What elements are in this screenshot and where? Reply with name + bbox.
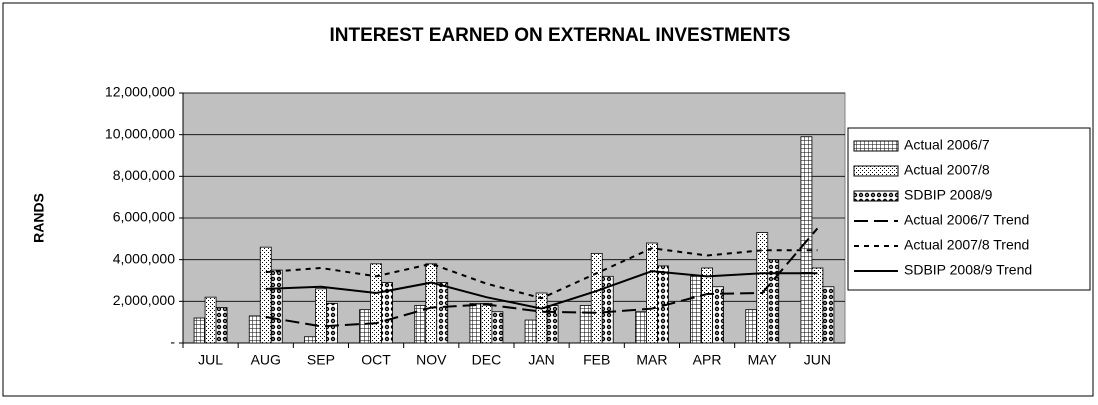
bar <box>315 288 327 344</box>
legend-label: Actual 2007/8 Trend <box>904 237 1029 253</box>
x-tick-label: JUL <box>198 352 223 368</box>
bar <box>480 303 493 344</box>
bar <box>359 309 371 344</box>
x-tick-label: DEC <box>472 352 502 368</box>
y-tick-label: 12,000,000 <box>105 84 175 100</box>
bar <box>601 275 614 344</box>
trend-line <box>265 270 818 310</box>
y-tick-label: 2,000,000 <box>113 292 175 308</box>
bar <box>524 319 537 344</box>
y-tick-label: 8,000,000 <box>113 167 175 183</box>
legend-swatch <box>853 190 899 202</box>
legend-label: Actual 2006/7 <box>904 137 990 153</box>
legend-swatch <box>853 165 899 177</box>
y-tick-label: 6,000,000 <box>113 209 175 225</box>
bar <box>436 282 449 344</box>
bar <box>381 282 393 344</box>
legend-label: Actual 2006/7 Trend <box>904 212 1029 228</box>
x-tick-label: MAY <box>748 352 778 368</box>
bar <box>701 267 713 344</box>
bar <box>425 263 438 344</box>
bar <box>326 303 338 344</box>
bar <box>646 242 658 344</box>
bar <box>259 246 272 344</box>
bar <box>590 253 603 344</box>
legend-label: SDBIP 2008/9 <box>904 187 993 203</box>
bar <box>248 315 261 344</box>
bar <box>822 286 835 344</box>
bar <box>469 303 482 344</box>
bar <box>712 286 724 344</box>
y-tick-label: - <box>170 334 175 350</box>
x-tick-label: JAN <box>528 352 554 368</box>
bar <box>811 267 824 344</box>
x-tick-label: APR <box>693 352 722 368</box>
bar <box>304 336 316 344</box>
bar <box>491 311 504 344</box>
bar <box>635 311 647 344</box>
x-tick-label: SEP <box>307 352 335 368</box>
legend-label: SDBIP 2008/9 Trend <box>904 262 1032 278</box>
bar <box>745 309 758 344</box>
bar <box>215 307 228 344</box>
x-tick-label: MAR <box>636 352 667 368</box>
y-axis-label: RANDS <box>31 193 47 243</box>
bar <box>690 275 702 344</box>
legend-label: Actual 2007/8 <box>904 162 990 178</box>
x-tick-label: NOV <box>416 352 447 368</box>
x-tick-label: FEB <box>583 352 610 368</box>
x-tick-label: AUG <box>251 352 281 368</box>
legend-swatch <box>853 140 899 152</box>
bar <box>270 269 283 344</box>
bar <box>767 259 780 344</box>
legend-box <box>847 127 1091 291</box>
trend-line <box>265 247 818 300</box>
bar <box>535 292 548 344</box>
bar <box>193 317 206 344</box>
y-tick-label: 10,000,000 <box>105 125 175 141</box>
x-tick-label: JUN <box>804 352 831 368</box>
y-tick-label: 4,000,000 <box>113 250 175 266</box>
bar <box>579 305 592 344</box>
chart-title: INTEREST EARNED ON EXTERNAL INVESTMENTS <box>330 25 791 46</box>
x-tick-label: OCT <box>361 352 391 368</box>
trend-line <box>265 227 819 328</box>
bar <box>204 296 217 344</box>
